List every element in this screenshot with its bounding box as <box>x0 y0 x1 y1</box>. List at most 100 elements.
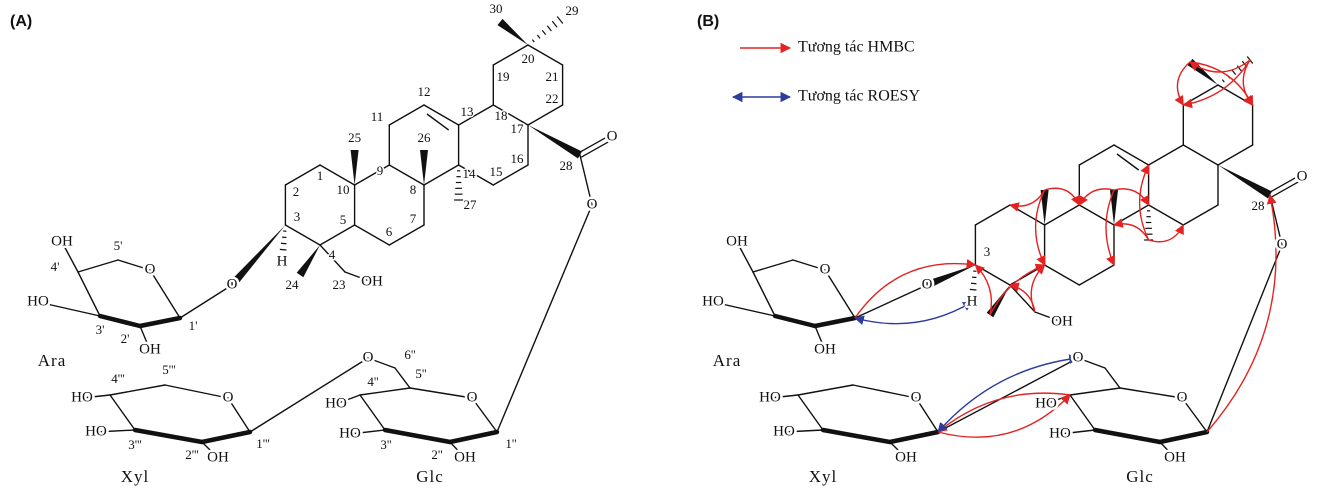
atom-number: 7 <box>410 211 417 226</box>
atom-number: 12 <box>418 84 431 99</box>
bond <box>938 358 1078 432</box>
correlation-arrows <box>855 60 1276 437</box>
bond <box>1070 388 1120 395</box>
panel-label: (A) <box>10 13 32 30</box>
atom-number: 4'' <box>367 374 378 389</box>
bond <box>497 205 592 432</box>
atom-label: OH <box>895 449 917 465</box>
bond <box>360 388 410 395</box>
hashed-bond <box>547 26 551 31</box>
atom-label: O <box>363 349 374 365</box>
double-bond <box>1117 154 1139 170</box>
atom-label: H <box>277 253 288 269</box>
figure: (A) (B) Tương tác HMBC Tương tác ROESY O… <box>0 0 1338 488</box>
hmbc-arrow <box>1045 188 1080 205</box>
atom-number: 3''' <box>128 437 142 452</box>
wedge-bond <box>420 150 428 185</box>
bond <box>355 225 390 245</box>
bond <box>1218 145 1253 165</box>
atom-number: 17 <box>511 121 525 136</box>
bond <box>180 285 232 318</box>
atom-number: 5'' <box>415 366 426 381</box>
bond <box>424 165 459 185</box>
bond <box>815 318 855 326</box>
bond <box>395 368 410 388</box>
atom-label: O <box>587 196 598 212</box>
atom-number: 16 <box>511 151 525 166</box>
sugar-name: Glc <box>1126 467 1154 486</box>
atom-number: 28 <box>560 158 573 173</box>
atom-label: O <box>820 261 831 277</box>
atom-label: O <box>1297 168 1308 184</box>
atom-number: 30 <box>490 1 503 16</box>
atom-label: HO <box>1035 395 1057 411</box>
atom-number: 1' <box>189 318 198 333</box>
double-bond <box>427 114 449 130</box>
bond <box>1149 145 1184 165</box>
atom-number: 5 <box>340 212 347 227</box>
bond <box>753 260 793 272</box>
bond <box>1114 205 1149 225</box>
atom-label: O <box>145 261 156 277</box>
atom-number: 4' <box>51 259 60 274</box>
hmbc-arrow <box>1177 62 1190 105</box>
labels: (A) (B) Tương tác HMBC Tương tác ROESY O… <box>10 1 1308 486</box>
atom-number: 13 <box>461 104 474 119</box>
bond <box>775 316 815 326</box>
atom-number: 20 <box>522 51 535 66</box>
atom-number: 24 <box>286 277 300 292</box>
atom-number: 3 <box>984 244 991 259</box>
atom-label: OH <box>207 449 229 465</box>
bond <box>1207 245 1282 432</box>
bond <box>528 105 563 125</box>
atom-number: 2' <box>121 331 130 346</box>
hmbc-arrow <box>1207 195 1276 432</box>
bond <box>1218 85 1253 105</box>
bond <box>140 318 180 326</box>
sugar-name: Xyl <box>121 467 150 486</box>
bond <box>1070 395 1095 430</box>
hashed-bond <box>281 243 286 244</box>
bond <box>285 225 320 245</box>
atom-label: HO <box>325 395 347 411</box>
atom-label: OH <box>726 233 748 249</box>
bond <box>855 285 927 318</box>
bond <box>78 260 118 272</box>
bond <box>410 388 472 398</box>
bond <box>1160 432 1207 442</box>
bond <box>110 395 135 430</box>
legend-entry: Tương tác HMBC <box>798 39 915 56</box>
bond <box>389 225 424 245</box>
atom-number: 15 <box>490 164 503 179</box>
wedge-bond <box>351 150 359 185</box>
bond <box>1149 205 1184 225</box>
atom-number: 6'' <box>404 347 415 362</box>
atom-number: 6 <box>386 224 393 239</box>
atom-number: 21 <box>546 69 559 84</box>
atom-label: O <box>467 389 478 405</box>
atom-number: 3'' <box>380 437 391 452</box>
atom-label: HO <box>85 423 107 439</box>
bond <box>202 432 250 442</box>
atom-number: 10 <box>337 182 350 197</box>
bond <box>78 272 100 316</box>
wedge-bond <box>925 265 975 289</box>
atom-label: O <box>607 128 618 144</box>
atom-number: 9 <box>377 163 384 178</box>
bond <box>135 430 202 442</box>
sugar-name: Ara <box>713 351 741 370</box>
sugar-name: Glc <box>416 467 444 486</box>
atom-label: O <box>911 389 922 405</box>
bond <box>389 165 424 185</box>
atom-label: O <box>227 276 238 292</box>
atom-label: O <box>1277 236 1288 252</box>
bond <box>1105 368 1120 388</box>
hmbc-arrow <box>1079 189 1114 205</box>
bond <box>823 430 890 442</box>
atom-label: OH <box>361 273 383 289</box>
panel-label: (B) <box>697 13 719 30</box>
bond <box>165 385 228 398</box>
atom-label: OH <box>139 341 161 357</box>
atom-number: 2''' <box>185 447 199 462</box>
atom-label: O <box>1073 349 1084 365</box>
